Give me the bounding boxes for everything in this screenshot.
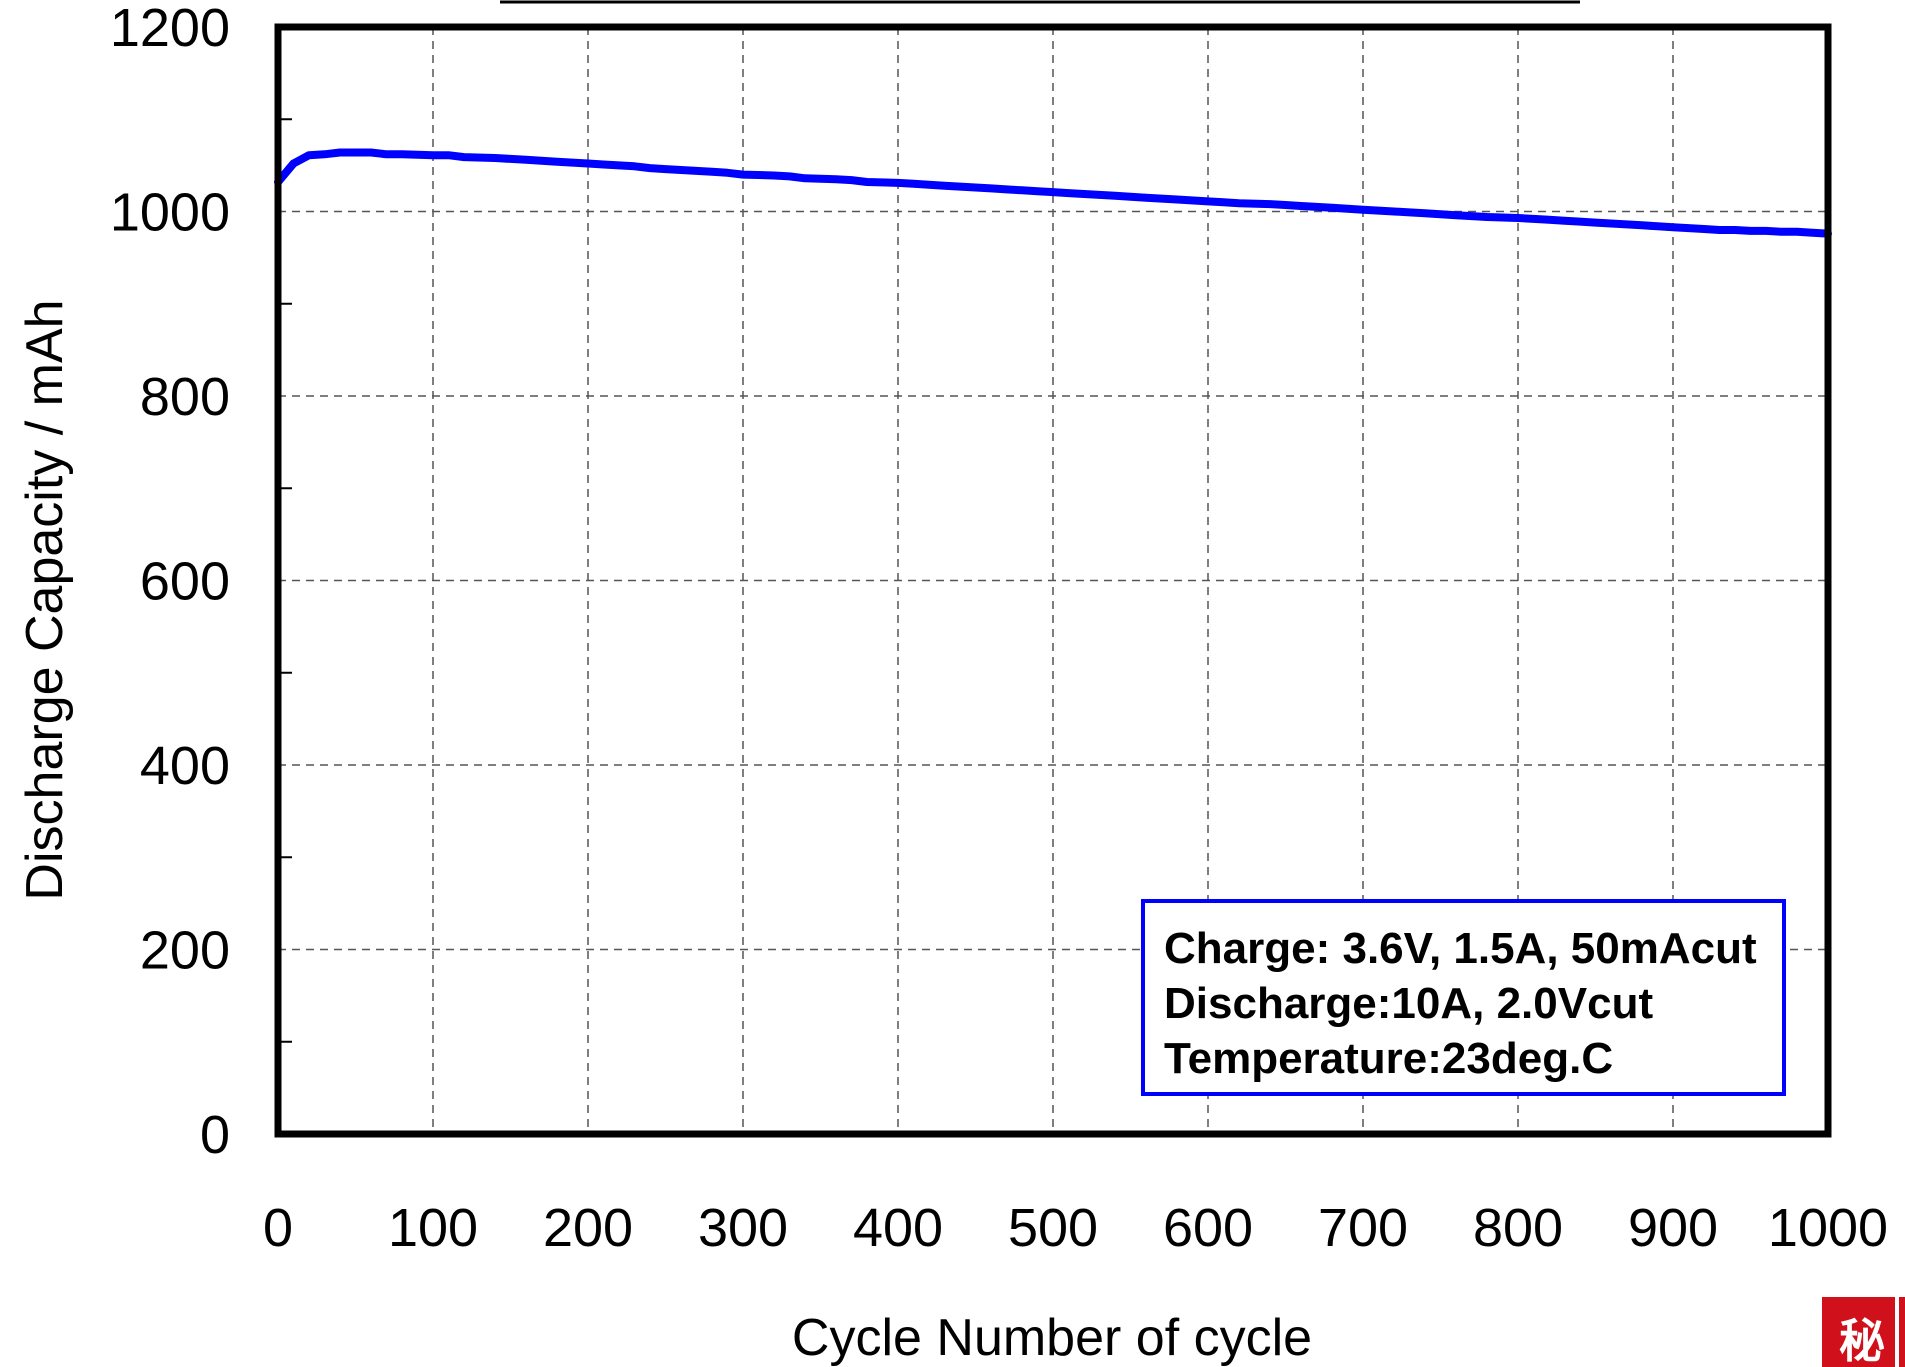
x-tick-label: 1000	[1768, 1198, 1888, 1258]
annotation-line-charge: Charge: 3.6V, 1.5A, 50mAcut	[1164, 924, 1757, 973]
svg-text:秘: 秘	[1839, 1314, 1885, 1367]
confidential-stamp: 秘	[1822, 1297, 1905, 1367]
x-tick-label: 100	[388, 1198, 478, 1258]
y-tick-label: 600	[140, 552, 230, 612]
y-tick-label: 1000	[110, 183, 230, 243]
x-tick-label: 400	[853, 1198, 943, 1258]
x-tick-label: 300	[698, 1198, 788, 1258]
y-tick-label: 400	[140, 736, 230, 796]
x-tick-label: 600	[1163, 1198, 1253, 1258]
y-tick-labels: 0 200 400 600 800 1000 1200	[110, 0, 230, 1165]
x-tick-label: 700	[1318, 1198, 1408, 1258]
plot-frame	[274, 23, 1832, 1138]
x-tick-label: 200	[543, 1198, 633, 1258]
x-tick-label: 500	[1008, 1198, 1098, 1258]
y-tick-label: 0	[200, 1105, 230, 1165]
x-axis-title: Cycle Number of cycle	[792, 1309, 1312, 1367]
annotation-line-discharge: Discharge:10A, 2.0Vcut	[1164, 979, 1653, 1028]
y-tick-label: 800	[140, 367, 230, 427]
series-line-discharge-capacity	[274, 148, 1832, 238]
y-tick-label: 200	[140, 921, 230, 981]
annotation-line-temperature: Temperature:23deg.C	[1164, 1034, 1613, 1083]
x-tick-label: 800	[1473, 1198, 1563, 1258]
x-tick-label: 0	[263, 1198, 293, 1258]
annotation-box: Charge: 3.6V, 1.5A, 50mAcut Discharge:10…	[1141, 899, 1786, 1096]
x-tick-label: 900	[1628, 1198, 1718, 1258]
x-tick-labels: 0 100 200 300 400 500 600 700 800 900 1000	[263, 1198, 1888, 1258]
y-axis-title: Discharge Capacity / mAh	[16, 299, 74, 900]
y-tick-label: 1200	[110, 0, 230, 58]
